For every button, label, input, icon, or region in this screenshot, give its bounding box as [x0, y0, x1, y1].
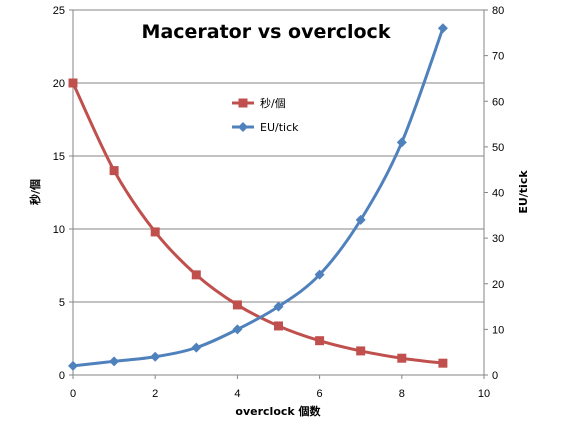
data-point-time-per-item	[315, 336, 325, 346]
data-point-time-per-item	[356, 346, 366, 356]
data-point-time-per-item	[232, 300, 242, 310]
y-right-tick-label: 40	[492, 188, 504, 200]
x-tick-label: 6	[317, 388, 323, 400]
y-right-tick-label: 10	[492, 324, 504, 336]
y-left-tick-label: 0	[59, 370, 65, 382]
data-point-eu-per-tick	[150, 351, 161, 362]
y-right-tick-label: 20	[492, 279, 504, 291]
x-tick-label: 8	[399, 388, 405, 400]
y-right-tick-label: 50	[492, 142, 504, 154]
y-right-tick-label: 70	[492, 51, 504, 63]
data-point-eu-per-tick	[437, 23, 448, 34]
y-right-tick-label: 0	[492, 370, 498, 382]
y-axis-left-title: 秒/個	[28, 179, 42, 205]
data-point-time-per-item	[397, 353, 407, 363]
series-time-per-item	[68, 78, 448, 368]
data-point-eu-per-tick	[191, 342, 202, 353]
y-left-tick-label: 10	[53, 224, 65, 236]
legend-marker-time-per-item	[238, 98, 248, 108]
y-right-tick-label: 60	[492, 96, 504, 108]
data-point-time-per-item	[150, 227, 160, 237]
y-right-tick-label: 30	[492, 233, 504, 245]
x-tick-label: 2	[152, 388, 158, 400]
chart-title: Macerator vs overclock	[142, 21, 391, 43]
legend-label-time-per-item: 秒/個	[260, 96, 286, 110]
gridlines	[73, 9, 484, 303]
y-left-tick-label: 25	[53, 5, 65, 17]
data-point-time-per-item	[68, 78, 78, 88]
data-point-eu-per-tick	[109, 356, 120, 367]
x-axis-title: overclock 個数	[235, 404, 321, 418]
legend: 秒/個 EU/tick	[232, 96, 299, 134]
data-point-eu-per-tick	[273, 301, 284, 312]
legend-marker-eu-per-tick	[238, 122, 248, 132]
data-point-time-per-item	[438, 358, 448, 368]
data-point-eu-per-tick	[314, 269, 325, 280]
data-point-time-per-item	[274, 321, 283, 331]
x-tick-label: 10	[478, 388, 490, 400]
x-tick-label: 0	[70, 388, 76, 400]
y-left-tick-label: 5	[59, 297, 65, 309]
y-right-tick-label: 80	[492, 5, 504, 17]
x-tick-label: 4	[234, 388, 240, 400]
axes	[69, 9, 488, 379]
data-point-eu-per-tick	[232, 324, 243, 335]
data-point-eu-per-tick	[355, 214, 366, 225]
data-point-eu-per-tick	[68, 360, 78, 371]
data-point-time-per-item	[191, 270, 201, 280]
data-point-eu-per-tick	[396, 137, 407, 148]
y-left-tick-label: 15	[53, 151, 65, 163]
y-axis-right-title: EU/tick	[517, 170, 530, 214]
legend-label-eu-per-tick: EU/tick	[260, 121, 299, 134]
series-eu-per-tick	[68, 23, 448, 371]
series-line-time-per-item	[71, 82, 444, 365]
y-left-tick-label: 20	[53, 78, 65, 90]
series-group	[68, 23, 448, 371]
data-point-time-per-item	[109, 166, 119, 176]
